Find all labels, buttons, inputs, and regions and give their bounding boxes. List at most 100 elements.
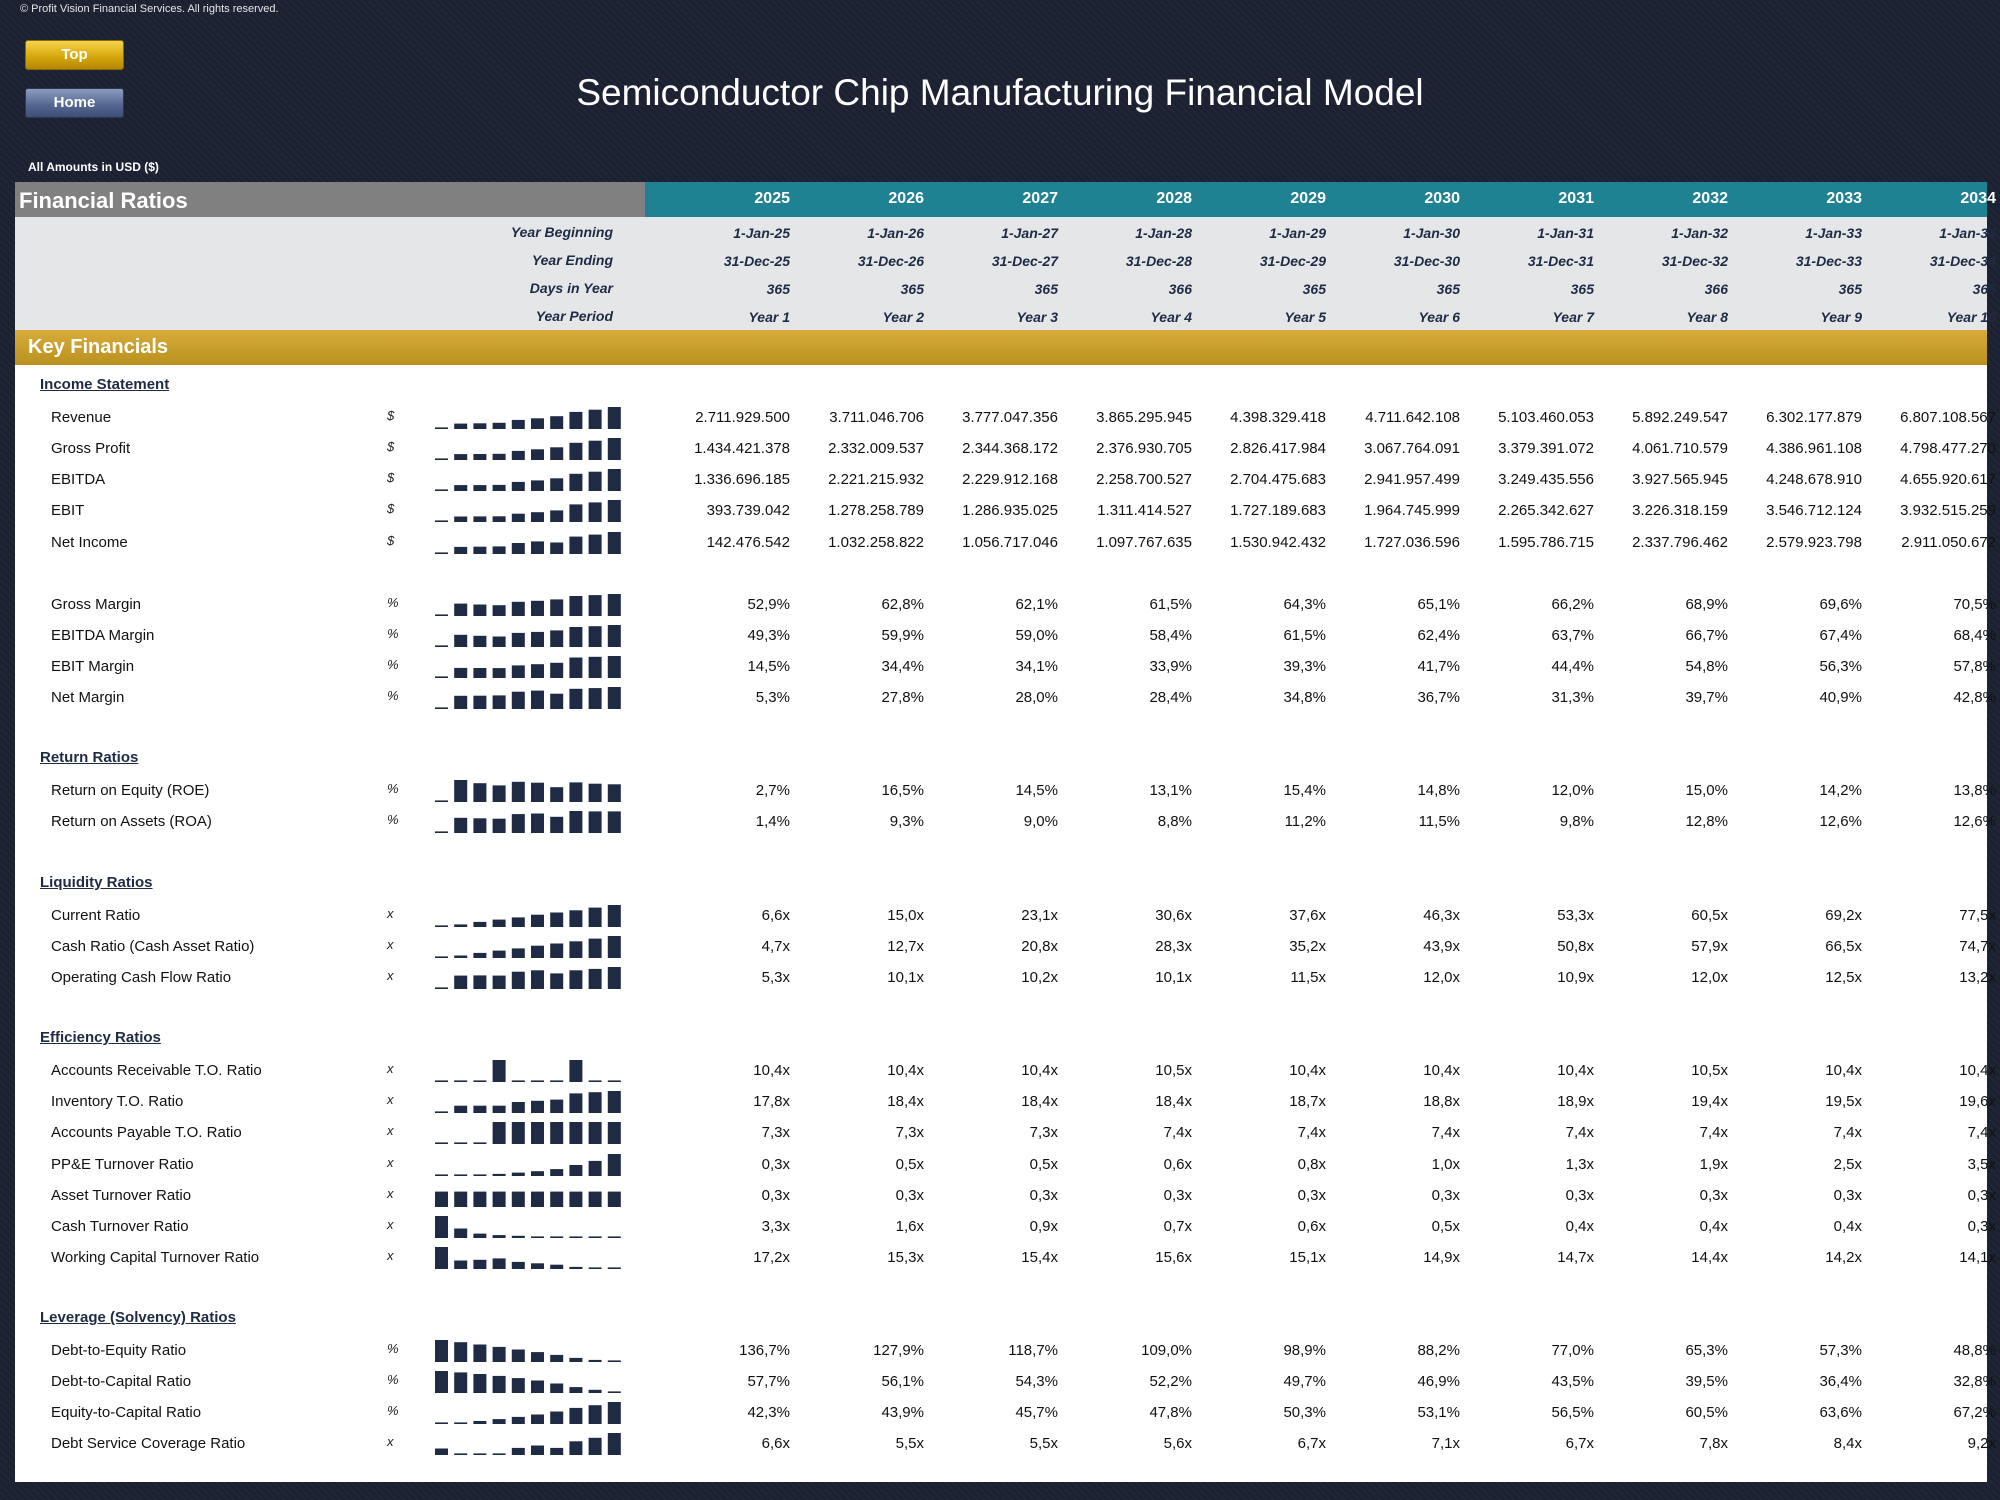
- row-value: 61,5%: [1149, 595, 1192, 613]
- row-value: 18,4x: [887, 1093, 924, 1111]
- sparkline-bar: [492, 1060, 506, 1083]
- row-value: 6.302.177.879: [1766, 409, 1862, 427]
- row-value: 39,5%: [1685, 1373, 1728, 1391]
- row-value: 11,2%: [1284, 813, 1326, 831]
- sparkline-bar: [607, 784, 621, 803]
- sparkline-bar: [607, 811, 621, 834]
- row-unit: $: [387, 470, 395, 486]
- sparkline-bar: [454, 1260, 468, 1269]
- row-value: 2.229.912.168: [962, 471, 1058, 489]
- sparkline-bar: [588, 907, 602, 927]
- row-value: 74,7x: [1959, 937, 1996, 955]
- row-value: 28,0%: [1015, 689, 1058, 706]
- sparkline-bar: [435, 458, 448, 461]
- sparkline-bar: [588, 656, 602, 678]
- row-value: 2.332.009.537: [828, 440, 924, 458]
- row-value: 1.278.258.789: [828, 502, 924, 520]
- sparkline-bar: [492, 1453, 506, 1456]
- row-value: 6,7x: [1297, 1435, 1326, 1453]
- row-value: 77,0%: [1551, 1342, 1594, 1360]
- sparkline-bar: [454, 516, 468, 523]
- row-value: 49,7%: [1283, 1373, 1326, 1391]
- row-value: 0,3x: [1029, 1186, 1058, 1204]
- sparkline-bar: [550, 478, 564, 492]
- row-value: 46,3x: [1423, 906, 1460, 924]
- sparkline-bar: [492, 1234, 506, 1238]
- sparkline: [435, 780, 621, 803]
- row-value: 58,4%: [1149, 626, 1192, 644]
- section-header: Return Ratios: [40, 749, 139, 767]
- sparkline-bar: [435, 614, 448, 616]
- row-value: 1.286.935.025: [962, 502, 1058, 520]
- row-value: 15,0x: [887, 906, 924, 924]
- home-button[interactable]: Home: [25, 88, 124, 118]
- row-value: 8,4x: [1833, 1435, 1862, 1453]
- info-value: 366: [1704, 281, 1728, 297]
- row-value: 2.258.700.527: [1096, 471, 1192, 489]
- row-value: 53,1%: [1417, 1404, 1460, 1422]
- sparkline-bar: [492, 453, 506, 461]
- sparkline-bar: [588, 1236, 602, 1238]
- row-value: 14,5%: [1015, 782, 1058, 800]
- sparkline-bar: [531, 914, 544, 927]
- row-value: 14,4x: [1691, 1248, 1728, 1266]
- sparkline-bar: [473, 1191, 487, 1207]
- sparkline-bar: [550, 542, 564, 554]
- row-value: 2,7%: [755, 782, 790, 800]
- row-value: 36,4%: [1819, 1373, 1862, 1391]
- sparkline-bar: [607, 1091, 621, 1114]
- row-value: 20,8x: [1021, 937, 1058, 955]
- row-value: 31,3%: [1551, 689, 1594, 706]
- row-value: 10,2x: [1021, 968, 1058, 986]
- row-value: 3.067.764.091: [1364, 440, 1460, 458]
- ratios-sheet: Financial Ratios Key Financials Income S…: [15, 182, 1996, 1482]
- row-value: 23,1x: [1021, 906, 1058, 924]
- row-value: 50,3%: [1283, 1404, 1326, 1422]
- row-value: 11,5x: [1290, 968, 1326, 986]
- sparkline-bar: [550, 447, 564, 461]
- row-value: 0,3x: [1967, 1217, 1996, 1235]
- info-value: Year 6: [1418, 309, 1460, 325]
- info-label: Year Period: [535, 308, 613, 324]
- sparkline: [435, 624, 621, 647]
- sparkline-bar: [511, 948, 525, 958]
- sparkline-bar: [435, 925, 448, 927]
- row-value: 36,7%: [1417, 689, 1460, 706]
- row-value: 18,4x: [1155, 1093, 1192, 1111]
- row-value: 5.103.460.053: [1498, 409, 1594, 427]
- sparkline-bar: [454, 603, 468, 616]
- row-value: 9,0%: [1023, 813, 1058, 831]
- sparkline-bar: [454, 1372, 468, 1394]
- sparkline-bar: [454, 1422, 468, 1425]
- row-value: 3.711.046.706: [829, 409, 924, 427]
- row-value: 2.911.050.672: [1901, 533, 1996, 551]
- info-value: Year 5: [1284, 309, 1326, 325]
- row-value: 14,7x: [1557, 1248, 1594, 1266]
- row-value: 53,3x: [1557, 906, 1594, 924]
- year-header-2032: 2032: [1692, 190, 1728, 207]
- row-value: 7,3x: [761, 1124, 790, 1142]
- row-value: 13,1%: [1149, 782, 1192, 800]
- row-value: 47,8%: [1149, 1404, 1192, 1422]
- row-value: 3,5x: [1967, 1155, 1996, 1173]
- row-value: 66,5x: [1825, 937, 1862, 955]
- info-value: 1-Jan-26: [867, 225, 924, 241]
- sparkline-bar: [550, 1122, 564, 1145]
- sparkline-bar: [454, 975, 468, 989]
- row-value: 60,5%: [1685, 1404, 1728, 1422]
- row-value: 1.595.786.715: [1498, 533, 1594, 551]
- row-label: Gross Profit: [51, 440, 131, 458]
- row-value: 2.704.475.683: [1230, 471, 1326, 489]
- info-value: 1-Jan-28: [1135, 225, 1192, 241]
- row-value: 52,2%: [1149, 1373, 1192, 1391]
- sparkline-bar: [454, 695, 468, 709]
- row-value: 0,3x: [1833, 1186, 1862, 1204]
- row-label: Current Ratio: [51, 906, 141, 924]
- sparkline: [435, 469, 621, 492]
- section-title-bar: Financial Ratios: [15, 182, 645, 217]
- info-value: 1-Jan-33: [1805, 225, 1862, 241]
- top-button[interactable]: Top: [25, 40, 124, 70]
- section-header: Liquidity Ratios: [40, 873, 153, 891]
- sparkline-bar: [531, 1263, 544, 1269]
- row-value: 15,4x: [1021, 1248, 1058, 1266]
